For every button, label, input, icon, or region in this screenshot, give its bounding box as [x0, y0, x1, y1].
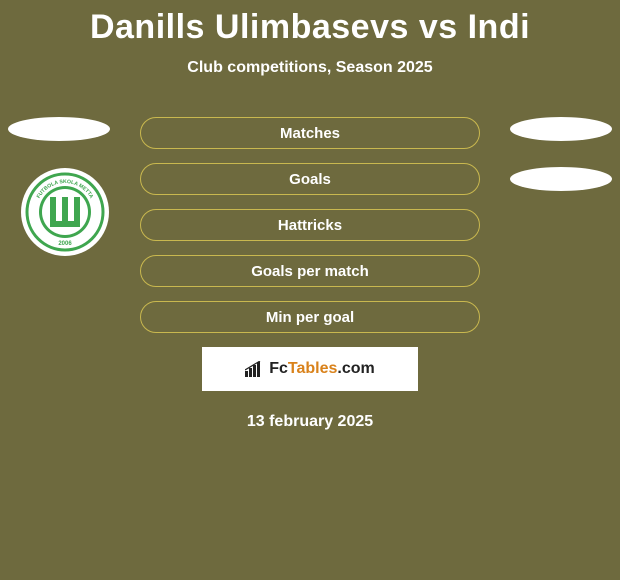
stat-row: Min per goal: [0, 301, 620, 333]
stat-pill-goals: Goals: [140, 163, 480, 195]
stat-row: Goals per match: [0, 255, 620, 287]
page-title: Danills Ulimbasevs vs Indi: [0, 0, 620, 47]
comparison-content: FUTBOLA SKOLA METTA 2006 Matches Goals H…: [0, 117, 620, 431]
attribution-text: FcTables.com: [269, 360, 375, 378]
right-value-oval-1: [510, 117, 612, 141]
svg-text:2006: 2006: [58, 241, 72, 247]
attribution-box: FcTables.com: [202, 347, 418, 391]
right-value-oval-2: [510, 167, 612, 191]
bar-chart-icon: [245, 361, 265, 377]
date-label: 13 february 2025: [0, 413, 620, 431]
stat-pill-hattricks: Hattricks: [140, 209, 480, 241]
club-logo: FUTBOLA SKOLA METTA 2006: [20, 167, 110, 257]
stat-pill-min-per-goal: Min per goal: [140, 301, 480, 333]
subtitle: Club competitions, Season 2025: [0, 59, 620, 77]
left-value-oval-1: [8, 117, 110, 141]
stat-pill-goals-per-match: Goals per match: [140, 255, 480, 287]
stat-pill-matches: Matches: [140, 117, 480, 149]
